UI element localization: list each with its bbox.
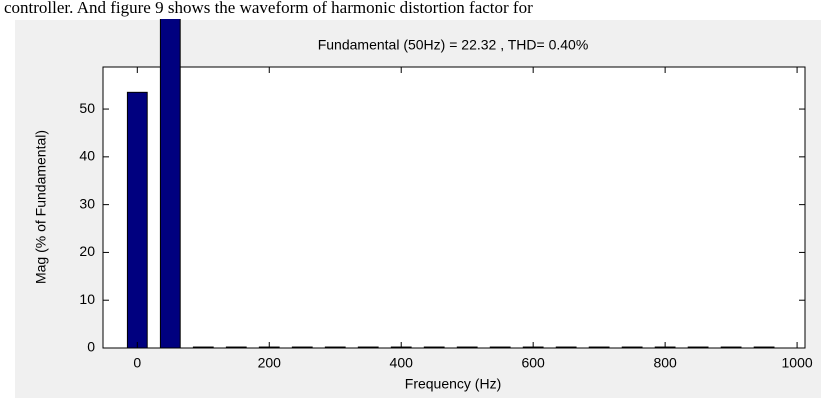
x-tick-label: 800 — [653, 355, 677, 371]
y-axis-label: Mag (% of Fundamental) — [33, 130, 49, 284]
chart-title: Fundamental (50Hz) = 22.32 , THD= 0.40% — [318, 37, 589, 53]
y-tick-label: 30 — [79, 195, 95, 211]
x-tick-label: 600 — [521, 355, 545, 371]
y-tick-label: 50 — [79, 100, 95, 116]
bar — [192, 346, 214, 349]
x-tick-label: 0 — [133, 355, 141, 371]
bar — [753, 346, 775, 349]
x-tick-label: 200 — [258, 355, 282, 371]
bar — [291, 346, 313, 349]
y-tick-label: 10 — [79, 291, 95, 307]
bar — [621, 346, 643, 349]
bar — [489, 346, 511, 349]
y-tick-label: 20 — [79, 243, 95, 259]
x-tick-label: 1000 — [782, 355, 813, 371]
y-tick-label: 40 — [79, 148, 95, 164]
x-axis-label: Frequency (Hz) — [405, 376, 501, 392]
bar — [357, 346, 379, 349]
bar — [456, 346, 478, 349]
page-background — [0, 0, 829, 19]
page-text: controller. And figure 9 shows the wavef… — [4, 0, 533, 17]
bar — [423, 346, 445, 349]
bar — [687, 346, 709, 349]
bar — [324, 346, 346, 349]
bar — [555, 346, 577, 349]
bar — [225, 346, 247, 349]
bar — [126, 91, 148, 349]
bar — [720, 346, 742, 349]
bar — [588, 346, 610, 349]
plot-area — [102, 66, 806, 349]
bar — [159, 0, 181, 349]
y-tick-label: 0 — [87, 339, 95, 355]
x-tick-label: 400 — [390, 355, 414, 371]
